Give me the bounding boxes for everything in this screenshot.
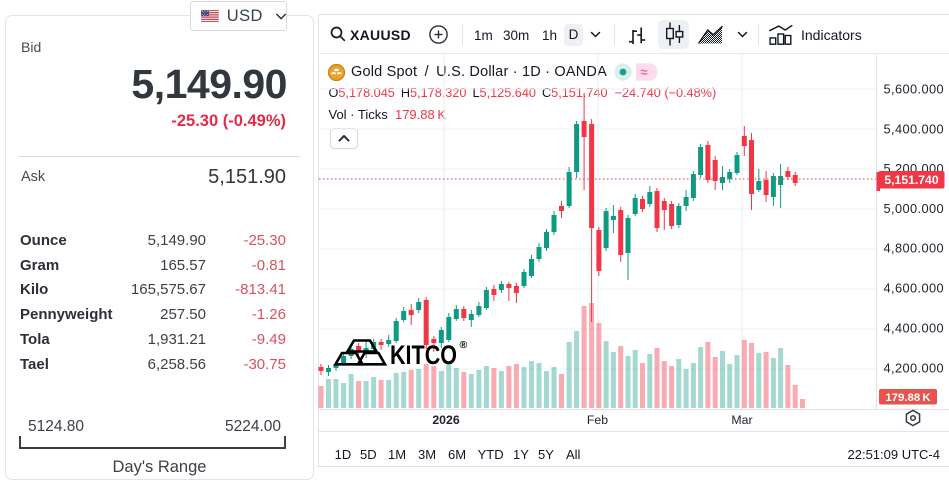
svg-text:5,400.000: 5,400.000 <box>883 121 944 136</box>
svg-text:5,600.000: 5,600.000 <box>883 81 944 96</box>
svg-text:179.88 K: 179.88 K <box>885 392 931 404</box>
svg-text:Mar: Mar <box>731 413 752 427</box>
svg-text:2026: 2026 <box>432 413 460 427</box>
svg-text:4,200.000: 4,200.000 <box>883 360 944 375</box>
svg-text:5,151.740: 5,151.740 <box>884 173 938 187</box>
svg-text:≈: ≈ <box>640 65 647 80</box>
svg-text:4,400.000: 4,400.000 <box>883 320 944 335</box>
svg-text:4,800.000: 4,800.000 <box>883 240 944 255</box>
svg-text:4,600.000: 4,600.000 <box>883 280 944 295</box>
svg-text:KITCO: KITCO <box>390 340 457 370</box>
svg-text:Feb: Feb <box>587 413 608 427</box>
svg-text:®: ® <box>460 339 468 351</box>
svg-text:5,000.000: 5,000.000 <box>883 201 944 216</box>
